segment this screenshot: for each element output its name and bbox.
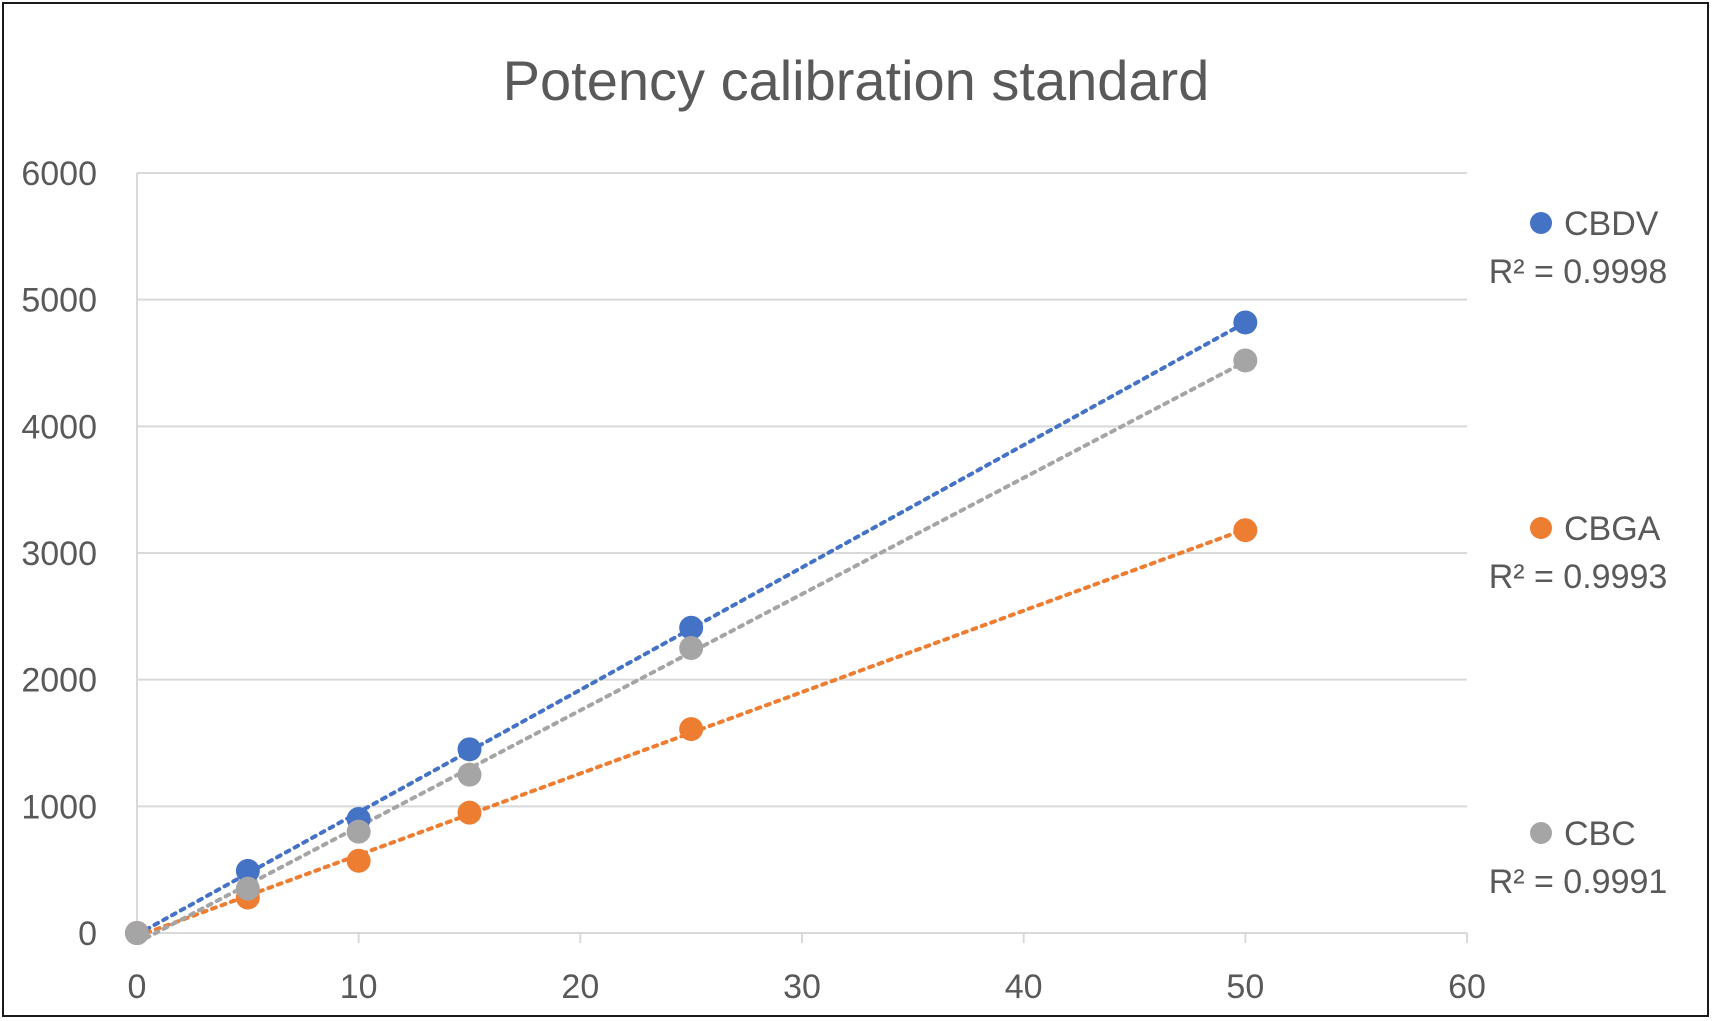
legend-r2-cbga: R² = 0.9993 bbox=[1489, 558, 1668, 596]
y-tick-label: 1000 bbox=[21, 788, 97, 826]
point-cbc bbox=[235, 876, 260, 901]
point-cbga bbox=[457, 800, 482, 825]
x-tick-label: 0 bbox=[128, 968, 147, 1006]
legend-marker-cbdv bbox=[1530, 212, 1552, 234]
point-cbga bbox=[679, 717, 704, 742]
y-tick-label: 2000 bbox=[21, 662, 97, 700]
legend-r2-cbc: R² = 0.9991 bbox=[1489, 863, 1668, 901]
y-tick-label: 5000 bbox=[21, 282, 97, 320]
point-cbdv bbox=[235, 858, 260, 883]
point-cbc bbox=[346, 819, 371, 844]
point-cbc bbox=[125, 921, 149, 945]
point-cbdv bbox=[1233, 310, 1258, 335]
legend: CBDV R² = 0.9998 CBGA R² = 0.9993 CBC R² = 0.… bbox=[1489, 205, 1668, 901]
x-tick-label: 20 bbox=[561, 968, 599, 1006]
x-tick-label: 50 bbox=[1226, 968, 1264, 1006]
y-tick-label: 3000 bbox=[21, 535, 97, 573]
legend-label-cbc: CBC bbox=[1564, 815, 1636, 853]
y-tick-label: 4000 bbox=[21, 408, 97, 446]
point-cbdv bbox=[679, 615, 704, 640]
legend-marker-cbc bbox=[1530, 822, 1552, 844]
point-cbdv bbox=[457, 737, 482, 762]
point-cbc bbox=[1233, 348, 1258, 373]
legend-r2-cbdv: R² = 0.9998 bbox=[1489, 253, 1668, 291]
point-cbga bbox=[1233, 518, 1258, 543]
x-tick-label: 30 bbox=[783, 968, 821, 1006]
legend-label-cbdv: CBDV bbox=[1564, 205, 1659, 243]
legend-label-cbga: CBGA bbox=[1564, 510, 1661, 548]
data-points bbox=[125, 310, 1258, 945]
x-tick-label: 10 bbox=[340, 968, 378, 1006]
x-tick-label: 60 bbox=[1448, 968, 1486, 1006]
point-cbc bbox=[679, 636, 704, 660]
legend-marker-cbga bbox=[1530, 517, 1552, 539]
y-tick-label: 0 bbox=[78, 915, 97, 953]
gridlines bbox=[137, 172, 1467, 808]
chart-title: Potency calibration standard bbox=[503, 49, 1210, 112]
x-tick-label: 40 bbox=[1005, 968, 1043, 1006]
point-cbga bbox=[346, 848, 371, 873]
axes: 0 1000 2000 3000 4000 5000 6000 0 10 20 30 40 50 60 bbox=[21, 155, 1486, 1006]
point-cbc bbox=[457, 762, 482, 787]
y-tick-label: 6000 bbox=[21, 155, 97, 193]
